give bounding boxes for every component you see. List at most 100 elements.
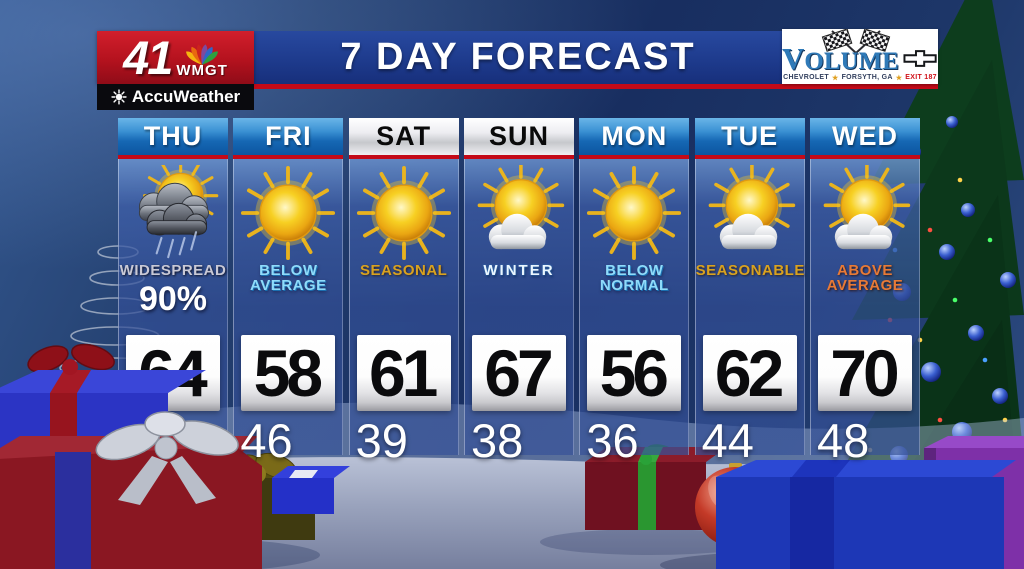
day-label: THU — [118, 118, 228, 155]
accuweather-banner: AccuWeather — [97, 84, 254, 110]
low-temp: 46 — [240, 414, 293, 467]
forecast-column-tue: TUE SEASONABLE 62 — [694, 118, 805, 455]
condition-text: SEASONAL — [350, 263, 458, 278]
condition-text: BELOW NORMAL — [580, 263, 688, 293]
sponsor-name-row: VOLUME — [782, 43, 938, 74]
day-header-underline — [348, 155, 459, 159]
sunny-icon — [241, 165, 336, 261]
low-temp: 48 — [816, 414, 870, 467]
condition-line: BELOW — [605, 262, 664, 279]
low-temp: 44 — [701, 414, 754, 467]
forecast-column-sat: SAT SEASONAL 61 — [348, 118, 459, 455]
chevrolet-bowtie-icon — [903, 50, 937, 67]
header-underline — [254, 84, 938, 89]
day-panel: WINTER 67 — [463, 159, 574, 455]
high-temp-box: 70 — [817, 335, 912, 411]
condition-line: SEASONAL — [359, 262, 448, 279]
sunny-icon — [587, 165, 682, 261]
forecast-column-thu: THU — [118, 118, 228, 455]
condition-line: NORMAL — [599, 277, 669, 294]
condition-text: WIDESPREAD — [119, 263, 227, 278]
day-label: MON — [579, 118, 690, 155]
sponsor-ad: VOLUME CHEVROLET ★ FORSYTH, GA ★ EXIT 18… — [782, 29, 938, 84]
day-header-underline — [463, 155, 574, 159]
forecast-column-mon: MON BELOW NORMAL 56 — [579, 118, 690, 455]
day-panel: SEASONAL 61 — [348, 159, 459, 455]
sunny-icon — [356, 165, 451, 261]
star-icon: ★ — [895, 75, 903, 82]
mostly-sunny-icon — [823, 165, 911, 250]
condition-text: WINTER — [465, 263, 573, 278]
high-temp-box: 56 — [587, 335, 682, 411]
condition-line: AVERAGE — [250, 277, 327, 294]
high-temp: 56 — [599, 336, 669, 410]
title-bar: 7 DAY FORECAST — [254, 31, 782, 84]
high-temp-box: 62 — [702, 335, 797, 411]
condition-line: ABOVE — [837, 262, 893, 279]
day-label: SAT — [348, 118, 459, 155]
sun-behind-rain-clouds-icon — [138, 165, 219, 259]
day-header-underline — [579, 155, 690, 159]
sponsor-location: FORSYTH, GA — [841, 74, 893, 81]
day-panel: SEASONABLE 62 — [694, 159, 805, 455]
nbc-peacock-icon — [186, 44, 219, 65]
high-temp-box: 67 — [471, 335, 566, 411]
day-header-underline — [118, 155, 228, 159]
star-icon: ★ — [831, 75, 839, 82]
channel-number: 41 — [123, 31, 173, 84]
condition-text: SEASONABLE — [695, 262, 805, 279]
low-temp: 38 — [470, 414, 524, 467]
forecast-columns: THU — [118, 118, 920, 455]
high-temp-box: 64 — [126, 335, 220, 411]
low-temp — [118, 417, 228, 464]
day-label: WED — [809, 118, 920, 155]
station-logo: 41 WMGT — [97, 31, 254, 84]
racing-flags-icon — [821, 29, 891, 54]
day-header-underline — [694, 155, 805, 159]
high-temp: 61 — [368, 336, 438, 410]
day-label: FRI — [233, 118, 344, 155]
day-panel: BELOW AVERAGE 58 — [233, 159, 344, 455]
day-panel: ABOVE AVERAGE 70 — [809, 159, 920, 455]
precip-chance: 90% — [138, 280, 208, 318]
day-label: SUN — [463, 118, 574, 155]
condition-line: WINTER — [483, 262, 555, 279]
mostly-sunny-icon — [477, 165, 565, 250]
mostly-sunny-icon — [708, 165, 795, 250]
day-label: TUE — [694, 118, 805, 155]
station-logo-right: WMGT — [176, 42, 227, 79]
high-temp: 67 — [484, 336, 553, 410]
high-temp: 58 — [253, 336, 323, 410]
forecast-column-fri: FRI BELOW AVERAGE 58 — [233, 118, 344, 455]
condition-line: BELOW — [259, 262, 318, 279]
sponsor-dealer: CHEVROLET — [783, 74, 829, 81]
condition-line: WIDESPREAD — [119, 262, 227, 279]
high-temp: 70 — [830, 336, 899, 410]
high-temp: 62 — [714, 336, 784, 410]
day-header-underline — [233, 155, 344, 159]
sponsor-tagline: CHEVROLET ★ FORSYTH, GA ★ EXIT 187 — [782, 74, 938, 82]
low-temps-row: 46 39 38 36 44 48 — [118, 417, 920, 464]
low-temp: 36 — [586, 414, 639, 467]
forecast-column-sun: SUN WINTER 67 — [463, 118, 574, 455]
station-callsign: WMGT — [176, 62, 228, 79]
condition-text: ABOVE AVERAGE — [811, 263, 919, 293]
big-blue-present — [716, 460, 1016, 569]
day-panel: WIDESPREAD 90% 64 — [118, 159, 228, 455]
accuweather-sun-icon — [111, 89, 127, 105]
high-temp: 64 — [138, 336, 207, 410]
condition-line: AVERAGE — [826, 277, 904, 294]
sponsor-name: VOLUME — [782, 41, 899, 76]
sponsor-exit: EXIT 187 — [905, 74, 937, 81]
page-title: 7 DAY FORECAST — [340, 36, 696, 78]
condition-line: SEASONABLE — [695, 262, 805, 279]
day-header-underline — [809, 155, 920, 159]
forecast-column-wed: WED ABOVE AVERAGE 70 — [809, 118, 920, 455]
high-temp-box: 58 — [241, 335, 336, 411]
day-panel: BELOW NORMAL 56 — [579, 159, 690, 455]
low-temp: 39 — [355, 414, 408, 467]
condition-text: BELOW AVERAGE — [234, 263, 342, 293]
high-temp-box: 61 — [356, 335, 451, 411]
accuweather-label: AccuWeather — [131, 87, 241, 106]
